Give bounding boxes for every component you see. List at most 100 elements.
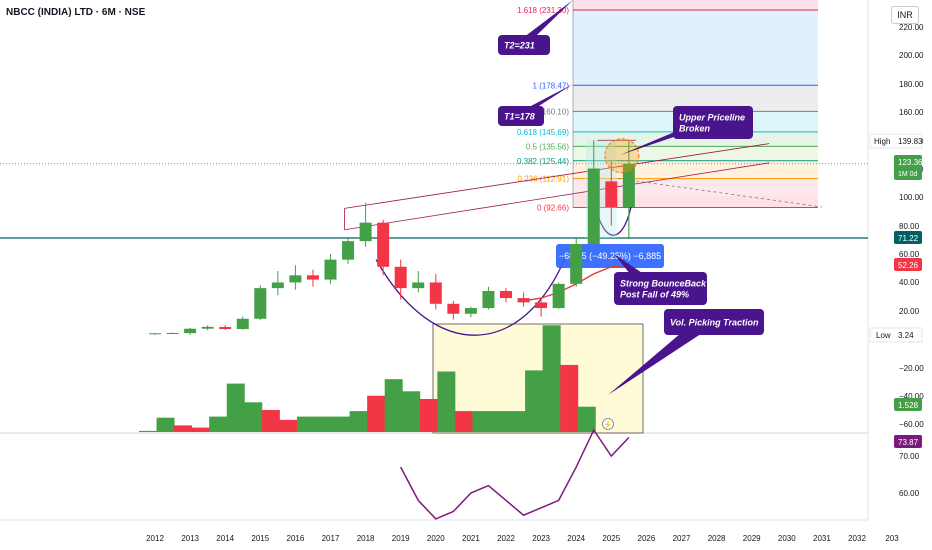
annotation-t1-line: T1=178: [504, 112, 535, 122]
candle-body: [324, 259, 337, 280]
annotation-upper-priceline-box: [673, 106, 753, 139]
volume-bar: [209, 416, 228, 432]
x-axis-tick: 2028: [708, 534, 726, 543]
annotation-bounceback-line: Strong BounceBack: [620, 279, 707, 289]
x-axis-tick: 2021: [462, 534, 480, 543]
x-axis-tick: 2027: [673, 534, 691, 543]
candle-body: [219, 327, 232, 330]
chart-title: NBCC (INDIA) LTD · 6M · NSE: [6, 7, 146, 18]
annotation-t2-pointer: [513, 0, 573, 45]
alert-icon: [602, 418, 614, 430]
candle-body: [517, 298, 530, 303]
price-axis-tick: 100.00: [899, 193, 924, 202]
candle-body: [306, 275, 319, 280]
volume-bar: [525, 370, 544, 432]
x-axis-tick: 2017: [322, 534, 340, 543]
volume-bar: [384, 379, 403, 432]
annotation-volume-pointer: [608, 322, 719, 395]
annotation-volume-text: Vol. Picking Traction: [670, 318, 759, 328]
candle-body: [587, 168, 600, 244]
price-axis-tick: 60.00: [899, 250, 920, 259]
candle-body: [289, 275, 302, 283]
x-axis-tick: 2029: [743, 534, 761, 543]
low-value: 3.24: [898, 331, 914, 340]
volume-bar: [437, 371, 456, 432]
price-axis-tick: −20.00: [899, 364, 924, 373]
candle-body: [605, 181, 618, 207]
fib-level-label: 1 (178.47): [533, 81, 570, 90]
fib-zone: [573, 0, 818, 11]
candle-body: [166, 332, 179, 334]
volume-bar: [261, 410, 280, 432]
rsi-line: [400, 428, 630, 520]
current-price-tag: [894, 155, 922, 180]
candle-body: [535, 302, 548, 309]
annotation-bounceback-box: [614, 272, 707, 305]
support-value: 71.22: [898, 234, 919, 243]
x-axis-tick: 2019: [392, 534, 410, 543]
volume-bar: [560, 364, 579, 432]
x-axis-tick: 203: [885, 534, 899, 543]
annotation-upper-priceline-line: Upper Priceline: [679, 113, 745, 123]
annotation-t2-box: [498, 35, 550, 55]
annotation-volume-box: [664, 309, 764, 335]
candle-body: [254, 288, 267, 319]
x-axis-tick: 2024: [567, 534, 585, 543]
high-tag: [869, 133, 923, 149]
fib-level-label: 0.5 (135.56): [526, 142, 569, 151]
annotation-upper-priceline-line: Broken: [679, 124, 711, 134]
rsi-value: 73.87: [898, 438, 919, 447]
high-value: 139.83: [898, 137, 923, 146]
fib-zone: [573, 10, 818, 86]
x-axis-tick: 2023: [532, 534, 550, 543]
volume-bar: [156, 417, 175, 432]
low-label: Low: [876, 331, 891, 340]
volume-bar: [174, 425, 193, 432]
candle-body: [447, 303, 460, 314]
candle-body: [500, 290, 512, 299]
annotation-t2-text: T2=231: [504, 41, 535, 51]
annotation-t1-pointer: [511, 84, 573, 116]
volume-bar: [367, 395, 386, 432]
measure-label: −68.85 (−49.25%) −6,885: [559, 251, 661, 261]
candle-body: [464, 308, 477, 314]
volume-bar: [472, 411, 491, 432]
annotation-t2-line: T2=231: [504, 41, 535, 51]
fib-level-label: 0.618 (145.69): [517, 128, 569, 137]
annotation-t1-box: [498, 106, 544, 126]
alert-glyph: ⚡: [604, 420, 613, 429]
volume-bar: [332, 416, 351, 432]
rsi-axis-tick: 70.00: [899, 452, 920, 461]
volume-bar: [542, 325, 561, 432]
measure-label-box: [556, 244, 664, 268]
currency-button[interactable]: INR: [891, 6, 919, 24]
volume-bar: [279, 419, 298, 432]
x-axis-tick: 2030: [778, 534, 796, 543]
candle-body: [482, 290, 495, 309]
fib-zone: [573, 131, 818, 147]
annotation-t1-text: T1=178: [504, 112, 535, 122]
x-axis-tick: 2012: [146, 534, 164, 543]
volume-bar: [139, 430, 157, 432]
candle-body: [412, 282, 425, 289]
price-axis-tick: 220.00: [899, 23, 924, 32]
volume-bar: [226, 383, 245, 432]
x-axis-tick: 2020: [427, 534, 445, 543]
lower-trendline: [344, 162, 770, 231]
ma-value: 52.26: [898, 261, 919, 270]
ma-value-tag: [894, 258, 922, 271]
candle-body: [342, 241, 355, 260]
volume-bar: [296, 416, 315, 432]
current-price-value: 123.36: [898, 158, 923, 167]
price-axis-tick: 160.00: [899, 108, 924, 117]
volume-bar: [402, 391, 421, 432]
breakout-circle: [604, 138, 640, 174]
annotation-bounceback-pointer: [614, 254, 666, 289]
candle-body: [201, 326, 214, 329]
candle-body: [359, 222, 372, 242]
volume-bar: [454, 411, 473, 432]
x-axis-tick: 2026: [638, 534, 656, 543]
candle-body: [377, 222, 390, 267]
rsi-axis-tick: 60.00: [899, 489, 920, 498]
